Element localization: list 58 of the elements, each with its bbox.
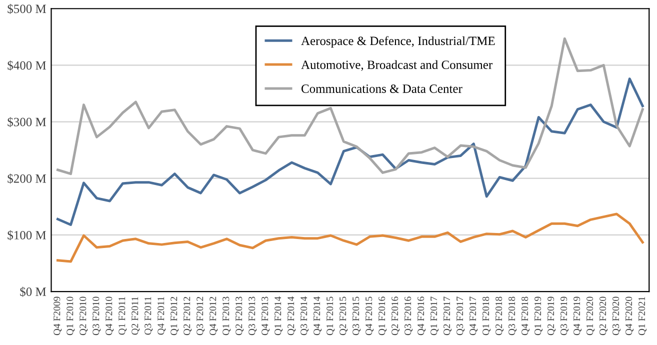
line-series — [56, 212, 644, 263]
x-tick-label: Q1 F2010 — [66, 296, 75, 336]
x-tick-label: Q2 F2016 — [392, 296, 400, 336]
x-tick-label: Q4 F2017 — [470, 296, 478, 336]
x-tick-label: Q2 F2013 — [236, 296, 244, 336]
legend-label: Communications & Data Center — [302, 84, 462, 93]
x-tick-label: Q2 F2010 — [80, 296, 88, 336]
x-tick-label: Q4 F2016 — [418, 296, 426, 336]
y-tick-label: $500 M — [8, 4, 46, 14]
legend-label: Aerospace & Defence, Industrial/TME — [301, 36, 495, 48]
x-tick-label: Q1 F2020 — [586, 296, 595, 336]
x-tick-label: Q2 F2012 — [184, 296, 192, 336]
x-tick-label: Q1 F2017 — [430, 296, 439, 336]
x-tick-label: Q3 F2015 — [352, 296, 361, 336]
x-tick-label: Q4 F2015 — [366, 296, 374, 336]
line-series — [56, 37, 644, 176]
x-tick-label: Q4 F2020 — [625, 296, 634, 336]
y-tick-label: $300 M — [8, 117, 46, 128]
x-tick-label: Q4 F2018 — [522, 296, 530, 336]
x-tick-label: Q1 F2013 — [222, 296, 231, 336]
x-tick-label: Q1 F2014 — [274, 296, 283, 336]
x-tick-label: Q4 F2012 — [210, 296, 218, 336]
x-tick-label: Q1 F2011 — [118, 296, 127, 335]
x-tick-label: Q3 F2019 — [560, 296, 569, 336]
x-tick-label: Q3 F2016 — [404, 296, 413, 336]
x-tick-label: Q2 F2020 — [600, 296, 608, 336]
x-tick-label: Q3 F2010 — [92, 296, 101, 336]
x-tick-label: Q2 F2019 — [548, 296, 556, 336]
y-tick-label: $200 M — [8, 174, 46, 184]
x-tick-label: Q2 F2018 — [496, 296, 504, 336]
y-tick-label: $100 M — [8, 230, 46, 240]
x-tick-label: Q4 F2011 — [158, 296, 166, 335]
x-tick-label: Q3 F2013 — [248, 296, 257, 336]
y-tick-label: $400 M — [8, 60, 46, 70]
x-tick-label: Q4 F2009 — [54, 296, 62, 336]
x-tick-label: Q3 F2020 — [612, 296, 621, 336]
x-tick-label: Q4 F2014 — [314, 296, 322, 336]
x-tick-label: Q1 F2019 — [534, 296, 543, 336]
x-tick-label: Q4 F2013 — [262, 296, 270, 336]
x-tick-label: Q3 F2011 — [144, 296, 153, 335]
x-tick-label: Q1 F2021 — [638, 296, 647, 336]
x-tick-label: Q2 F2015 — [340, 296, 348, 336]
y-tick-label: $0 M — [20, 286, 46, 297]
x-tick-label: Q1 F2012 — [170, 296, 179, 336]
legend-label: Automotive, Broadcast and Consumer — [301, 60, 493, 71]
x-tick-label: Q3 F2018 — [508, 296, 517, 336]
x-tick-label: Q1 F2018 — [482, 296, 491, 336]
x-tick-label: Q3 F2014 — [300, 296, 309, 336]
x-tick-label: Q2 F2014 — [288, 296, 296, 336]
x-tick-label: Q2 F2017 — [444, 296, 452, 336]
x-tick-label: Q4 F2010 — [106, 296, 114, 336]
x-tick-label: Q2 F2011 — [132, 296, 140, 335]
line-series — [56, 78, 644, 226]
x-tick-label: Q1 F2016 — [378, 296, 387, 336]
x-tick-label: Q1 F2015 — [326, 296, 335, 336]
x-tick-label: Q4 F2019 — [574, 296, 582, 336]
x-tick-label: Q3 F2017 — [456, 296, 465, 336]
x-tick-label: Q3 F2012 — [196, 296, 205, 336]
